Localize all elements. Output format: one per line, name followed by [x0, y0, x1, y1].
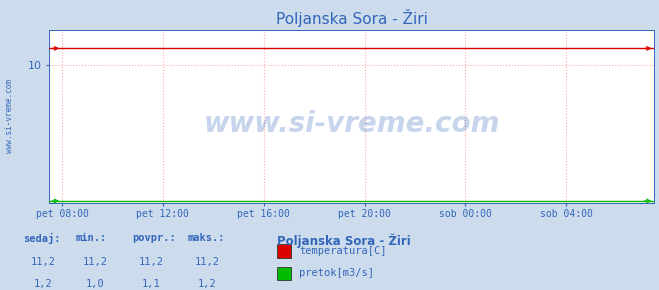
Text: www.si-vreme.com: www.si-vreme.com	[204, 110, 500, 138]
Text: 11,2: 11,2	[139, 257, 164, 267]
Text: 1,2: 1,2	[34, 279, 52, 289]
Text: maks.:: maks.:	[188, 233, 225, 243]
Text: www.si-vreme.com: www.si-vreme.com	[5, 79, 14, 153]
Text: min.:: min.:	[76, 233, 107, 243]
Text: 1,2: 1,2	[198, 279, 217, 289]
Text: 11,2: 11,2	[195, 257, 220, 267]
Text: 11,2: 11,2	[83, 257, 108, 267]
Text: pretok[m3/s]: pretok[m3/s]	[299, 269, 374, 278]
Text: temperatura[C]: temperatura[C]	[299, 246, 387, 256]
Title: Poljanska Sora - Žiri: Poljanska Sora - Žiri	[276, 8, 428, 26]
Text: Poljanska Sora - Žiri: Poljanska Sora - Žiri	[277, 233, 411, 248]
Text: 11,2: 11,2	[30, 257, 55, 267]
Text: 1,0: 1,0	[86, 279, 105, 289]
Text: povpr.:: povpr.:	[132, 233, 175, 243]
Text: 1,1: 1,1	[142, 279, 161, 289]
Text: sedaj:: sedaj:	[23, 233, 61, 244]
